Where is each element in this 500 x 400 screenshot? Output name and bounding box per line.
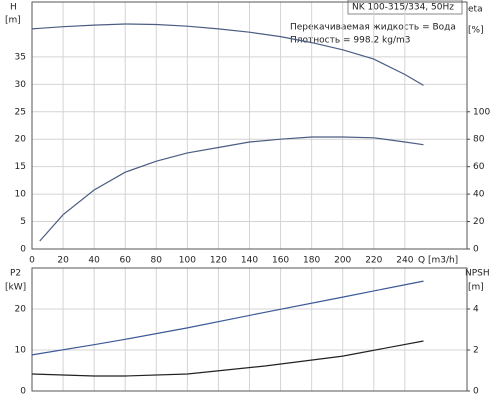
y-tick-label: 10 [15, 346, 27, 356]
x-label: Q [m3/h] [418, 256, 458, 266]
x-tick-label: 100 [179, 256, 196, 266]
y-tick-label: 25 [15, 107, 26, 117]
y2-tick-label: 0 [473, 387, 479, 397]
y-tick-label: 5 [20, 217, 26, 227]
curve [31, 280, 424, 356]
x-tick-label: 80 [151, 256, 163, 266]
y2-tick-label: 20 [473, 217, 485, 227]
y2-tick-label: 4 [473, 305, 479, 315]
x-tick-label: 240 [396, 256, 413, 266]
y-tick-label: 0 [20, 387, 26, 397]
x-tick-label: 200 [334, 256, 351, 266]
x-tick-label: 0 [29, 256, 35, 266]
y-tick-label: 15 [15, 162, 26, 172]
x-tick-label: 120 [210, 256, 227, 266]
plot-frame [31, 1, 468, 250]
y2-tick-label: 100 [473, 107, 490, 117]
annotation: Перекачиваемая жидкость = Вода [290, 23, 456, 33]
y2-tick-label: 60 [473, 162, 485, 172]
y2-label: eta [468, 5, 483, 15]
chart-title: NK 100-315/334, 50Hz [352, 3, 454, 13]
x-tick-label: 180 [303, 256, 320, 266]
plot-frame [31, 267, 468, 392]
y2-unit: [m] [468, 283, 484, 293]
y-tick-label: 20 [15, 135, 27, 145]
y2-unit: [%] [468, 26, 484, 36]
x-tick-label: 160 [272, 256, 289, 266]
y2-tick-label: 40 [473, 190, 485, 200]
y2-tick-label: 2 [473, 346, 479, 356]
y2-tick-label: 0 [473, 245, 479, 255]
y2-label: NPSH [465, 269, 490, 279]
x-tick-label: 20 [57, 256, 69, 266]
y-label: P2 [10, 269, 21, 279]
annotation: Плотность = 998.2 kg/m3 [290, 36, 411, 46]
curve [39, 136, 424, 242]
y-tick-label: 0 [20, 245, 26, 255]
x-tick-label: 220 [365, 256, 382, 266]
x-tick-label: 40 [88, 256, 100, 266]
y-unit: [kW] [5, 283, 26, 293]
y-unit: [m] [5, 16, 21, 26]
y-label: H [10, 3, 17, 13]
x-tick-label: 60 [119, 256, 131, 266]
y-tick-label: 20 [15, 305, 27, 315]
y-tick-label: 10 [15, 190, 27, 200]
y2-tick-label: 80 [473, 135, 485, 145]
x-tick-label: 140 [241, 256, 258, 266]
y-tick-label: 30 [15, 80, 27, 90]
y-tick-label: 35 [15, 52, 26, 62]
curve [31, 340, 424, 377]
curve [31, 23, 424, 86]
